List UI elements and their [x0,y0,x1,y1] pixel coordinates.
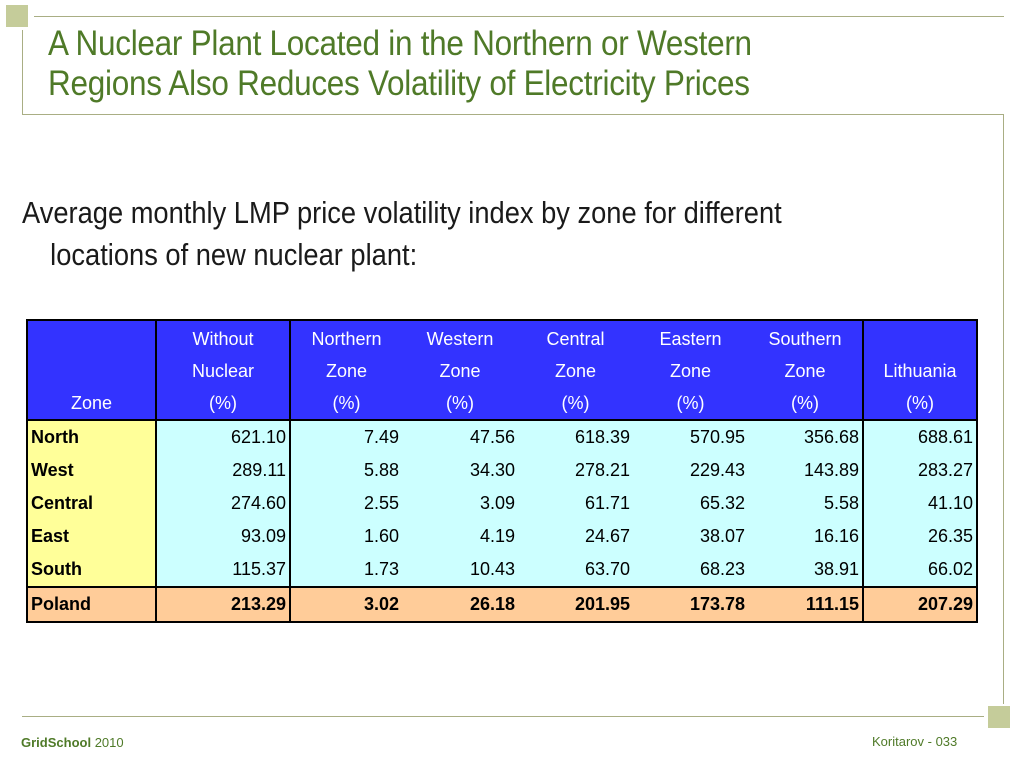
table-cell: 207.29 [863,586,977,622]
subtitle-line: locations of new nuclear plant: [50,237,418,272]
frame-line [1003,114,1004,704]
column-header: Western Zone (%) [402,320,518,421]
table-cell: 688.61 [863,420,977,454]
table-cell: 289.11 [156,454,291,487]
table-cell: 68.23 [633,553,748,587]
table-cell: 201.95 [518,586,633,622]
table-cell: 570.95 [633,420,748,454]
table-cell: 5.88 [290,454,402,487]
table-cell: 7.49 [290,420,402,454]
table-cell: 47.56 [402,420,518,454]
zone-name: North [27,420,157,454]
table-cell: 2.55 [290,487,402,520]
footer-brand: GridSchool 2010 [21,735,124,750]
table-cell: 26.18 [402,586,518,622]
column-header: Eastern Zone (%) [633,320,748,421]
frame-line [22,114,1004,115]
corner-square-decoration [6,5,28,27]
column-header: Without Nuclear (%) [156,320,291,421]
slide-title-line: A Nuclear Plant Located in the Northern … [48,24,752,63]
table-cell: 65.32 [633,487,748,520]
table-cell: 213.29 [156,586,291,622]
table-cell: 3.02 [290,586,402,622]
table-cell: 143.89 [748,454,864,487]
table-cell: 34.30 [402,454,518,487]
frame-line [22,30,23,114]
table-cell: 356.68 [748,420,864,454]
column-header: Southern Zone (%) [748,320,864,421]
table-cell: 621.10 [156,420,291,454]
zone-name: South [27,553,157,587]
table-cell: 26.35 [863,520,977,553]
zone-name: Central [27,487,157,520]
table-row: West 289.11 5.88 34.30 278.21 229.43 143.89 283… [27,454,977,487]
column-header: Central Zone (%) [518,320,633,421]
table-row: Central 274.60 2.55 3.09 61.71 65.32 5.58 41.10 [27,487,977,520]
table-cell: 66.02 [863,553,977,587]
slide-subtitle: Average monthly LMP price volatility ind… [22,192,902,276]
table-cell: 61.71 [518,487,633,520]
table-cell: 38.07 [633,520,748,553]
table-cell: 1.60 [290,520,402,553]
table-cell: 10.43 [402,553,518,587]
table-cell: 41.10 [863,487,977,520]
zone-name: Poland [27,586,157,622]
frame-line [22,716,984,717]
column-header: Lithuania (%) [863,320,977,421]
table-cell: 115.37 [156,553,291,587]
footer-page: Koritarov - 033 [872,734,958,749]
brand-name: GridSchool [21,735,92,750]
slide-title-line: Regions Also Reduces Volatility of Elect… [48,64,750,103]
table-row: North 621.10 7.49 47.56 618.39 570.95 356.68 68… [27,420,977,454]
table-cell: 618.39 [518,420,633,454]
column-header: Northern Zone (%) [290,320,402,421]
table-cell: 229.43 [633,454,748,487]
table-cell: 5.58 [748,487,864,520]
slide-title: A Nuclear Plant Located in the Northern … [48,24,894,104]
zone-name: West [27,454,157,487]
table-cell: 111.15 [748,586,864,622]
table-cell: 1.73 [290,553,402,587]
footer-year: 2010 [94,735,124,750]
zone-column-header: Zone [27,320,157,421]
table-cell: 24.67 [518,520,633,553]
table-cell: 278.21 [518,454,633,487]
table-cell: 3.09 [402,487,518,520]
table-cell: 274.60 [156,487,291,520]
table-row: South 115.37 1.73 10.43 63.70 68.23 38.91 66.02 [27,553,977,587]
table-cell: 173.78 [633,586,748,622]
total-row: Poland 213.29 3.02 26.18 201.95 173.78 1… [27,586,977,622]
frame-line [34,16,1004,17]
table-cell: 38.91 [748,553,864,587]
table-cell: 93.09 [156,520,291,553]
table-cell: 283.27 [863,454,977,487]
table-cell: 16.16 [748,520,864,553]
table-cell: 4.19 [402,520,518,553]
volatility-table: Zone Without Nuclear (%) Northern Zone (… [26,319,978,623]
corner-square-decoration [988,706,1010,728]
zone-name: East [27,520,157,553]
table-cell: 63.70 [518,553,633,587]
table-row: East 93.09 1.60 4.19 24.67 38.07 16.16 26.35 [27,520,977,553]
subtitle-line: Average monthly LMP price volatility ind… [22,195,782,230]
